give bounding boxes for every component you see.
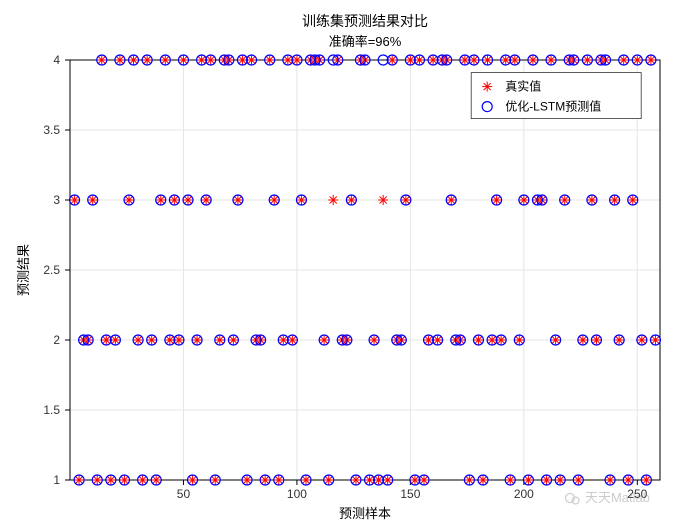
x-axis-label: 预测样本: [339, 506, 391, 521]
y-tick-label: 3: [53, 193, 60, 207]
legend-label: 真实值: [505, 79, 541, 94]
x-tick-label: 100: [287, 487, 307, 501]
chart-title: 训练集预测结果对比: [302, 13, 428, 29]
chart-svg: 50 100 150 200 250 1 1.5 2 2.5 3 3.5 4 预测样本 预测结果 训练集预测…: [0, 0, 700, 525]
y-tick-label: 4: [53, 53, 60, 67]
x-tick-label: 50: [177, 487, 191, 501]
chart-subtitle: 准确率=96%: [329, 34, 402, 49]
y-tick-label: 2: [53, 333, 60, 347]
y-tick-label: 2.5: [43, 263, 60, 277]
y-tick-label: 1.5: [43, 403, 60, 417]
marker-asterisk: [482, 82, 492, 92]
marker-asterisk: [378, 195, 388, 205]
legend-label: 优化-LSTM预测值: [505, 99, 601, 114]
chart-container: 50 100 150 200 250 1 1.5 2 2.5 3 3.5 4 预测样本 预测结果 训练集预测…: [0, 0, 700, 525]
y-tick-label: 3.5: [43, 123, 60, 137]
y-tick-label: 1: [53, 473, 60, 487]
x-tick-label: 250: [627, 487, 647, 501]
x-tick-label: 200: [514, 487, 534, 501]
legend: 真实值优化-LSTM预测值: [471, 73, 641, 119]
y-axis-label: 预测结果: [16, 244, 31, 296]
marker-asterisk: [328, 195, 338, 205]
x-tick-label: 150: [400, 487, 420, 501]
